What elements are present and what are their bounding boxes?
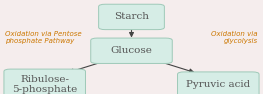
FancyBboxPatch shape [91,38,172,63]
FancyBboxPatch shape [4,69,85,94]
Text: Oxidation via Pentose
phosphate Pathway: Oxidation via Pentose phosphate Pathway [5,31,82,44]
Text: Ribulose-
5-phosphate: Ribulose- 5-phosphate [12,75,77,94]
FancyBboxPatch shape [99,4,164,30]
Text: Oxidation via
glycolysis: Oxidation via glycolysis [211,31,258,44]
FancyBboxPatch shape [178,72,259,94]
Text: Pyruvic acid: Pyruvic acid [186,80,250,89]
Text: Starch: Starch [114,12,149,21]
Text: Glucose: Glucose [110,46,153,55]
